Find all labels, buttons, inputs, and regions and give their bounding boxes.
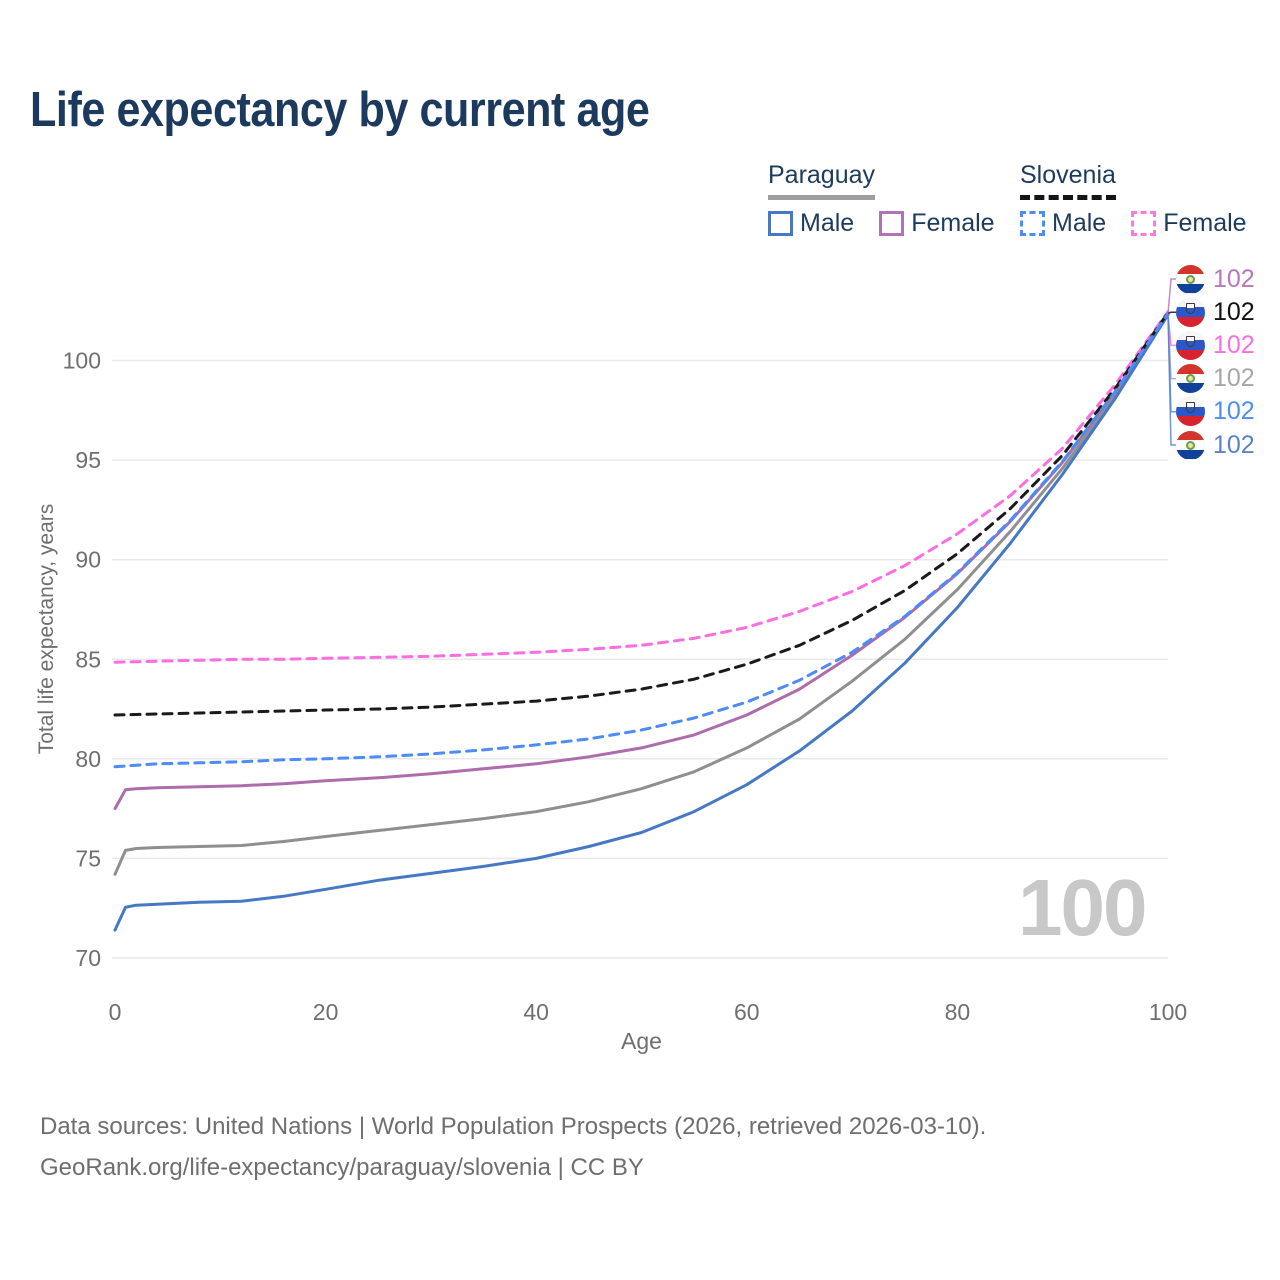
series-line-paraguay-both[interactable]: [113, 313, 1170, 876]
legend-country-paraguay[interactable]: Paraguay: [768, 161, 876, 200]
paraguay-female-swatch-icon: [879, 211, 905, 236]
legend-item-slovenia-male[interactable]: Male: [1020, 209, 1106, 238]
legend-label-slovenia-female: Female: [1163, 209, 1247, 237]
page-title: Life expectancy by current age: [30, 83, 650, 137]
end-label-value: 102: [1213, 330, 1255, 359]
end-label-value: 102: [1213, 297, 1255, 326]
x-tick-label-100: 100: [1149, 999, 1187, 1025]
legend-items-slovenia: Male Female: [1020, 209, 1247, 238]
slovenia-female-swatch-icon: [1131, 211, 1157, 236]
end-label-leader-paraguay-male: [1167, 313, 1176, 446]
paraguay-flag-icon: [1176, 430, 1205, 460]
legend-item-paraguay-female[interactable]: Female: [879, 209, 995, 238]
x-tick-label-0: 0: [109, 999, 122, 1025]
paraguay-male-swatch-icon: [768, 211, 793, 236]
x-tick-label-20: 20: [313, 999, 339, 1025]
slovenia-flag-icon: [1176, 297, 1205, 327]
end-label-value: 102: [1213, 430, 1255, 459]
footer-attribution-url: GeoRank.org/life-expectancy/paraguay/slo…: [40, 1154, 644, 1181]
legend-group-slovenia: Slovenia Male Female: [1020, 161, 1247, 238]
end-label-leader-slovenia-both: [1167, 311, 1176, 315]
legend-label-slovenia-male: Male: [1052, 209, 1107, 237]
end-label-value: 102: [1213, 264, 1255, 293]
end-label-value: 102: [1213, 364, 1255, 393]
y-tick-label-90: 90: [75, 547, 101, 573]
y-tick-label-80: 80: [75, 746, 101, 772]
x-tick-label-60: 60: [734, 999, 760, 1025]
footer: Data sources: United Nations | World Pop…: [40, 1106, 986, 1188]
y-tick-label-70: 70: [75, 945, 101, 971]
slovenia-flag-icon: [1176, 397, 1205, 427]
y-tick-label-100: 100: [63, 348, 101, 374]
legend-items-paraguay: Male Female: [768, 209, 995, 238]
footer-data-sources: Data sources: United Nations | World Pop…: [40, 1113, 987, 1140]
x-tick-label-80: 80: [945, 999, 971, 1025]
slovenia-flag-icon: [1176, 330, 1205, 360]
slovenia-male-swatch-icon: [1020, 211, 1045, 236]
legend-country-slovenia[interactable]: Slovenia: [1020, 161, 1116, 200]
paraguay-flag-icon: [1176, 264, 1205, 294]
x-tick-label-40: 40: [523, 999, 549, 1025]
paraguay-flag-icon: [1176, 364, 1205, 394]
age-counter-watermark: 100: [1018, 863, 1147, 952]
series-line-slovenia-male[interactable]: [113, 311, 1170, 769]
end-label-slovenia-both: 102: [1176, 297, 1255, 327]
end-label-slovenia-female: 102: [1176, 330, 1255, 360]
end-label-paraguay-male: 102: [1176, 430, 1255, 460]
y-axis-title: Total life expectancy, years: [35, 503, 58, 755]
legend-label-paraguay-male: Male: [800, 209, 855, 237]
x-axis-title: Age: [621, 1028, 662, 1054]
end-label-leader-paraguay-female: [1167, 278, 1176, 314]
end-label-value: 102: [1213, 397, 1255, 426]
y-tick-label-95: 95: [75, 447, 101, 473]
legend-group-paraguay: Paraguay Male Female: [768, 161, 995, 238]
end-label-paraguay-both: 102: [1176, 364, 1255, 394]
end-label-paraguay-female: 102: [1176, 264, 1255, 294]
legend-label-paraguay-female: Female: [911, 209, 995, 237]
series-line-paraguay-male[interactable]: [113, 313, 1170, 932]
y-tick-label-85: 85: [75, 646, 101, 672]
legend-item-slovenia-female[interactable]: Female: [1131, 209, 1247, 238]
legend-item-paraguay-male[interactable]: Male: [768, 209, 854, 238]
series-line-slovenia-female[interactable]: [113, 310, 1170, 664]
series-line-slovenia-both[interactable]: [113, 311, 1170, 717]
series-line-paraguay-female[interactable]: [113, 312, 1170, 811]
y-tick-label-75: 75: [75, 845, 101, 871]
end-label-slovenia-male: 102: [1176, 397, 1255, 427]
